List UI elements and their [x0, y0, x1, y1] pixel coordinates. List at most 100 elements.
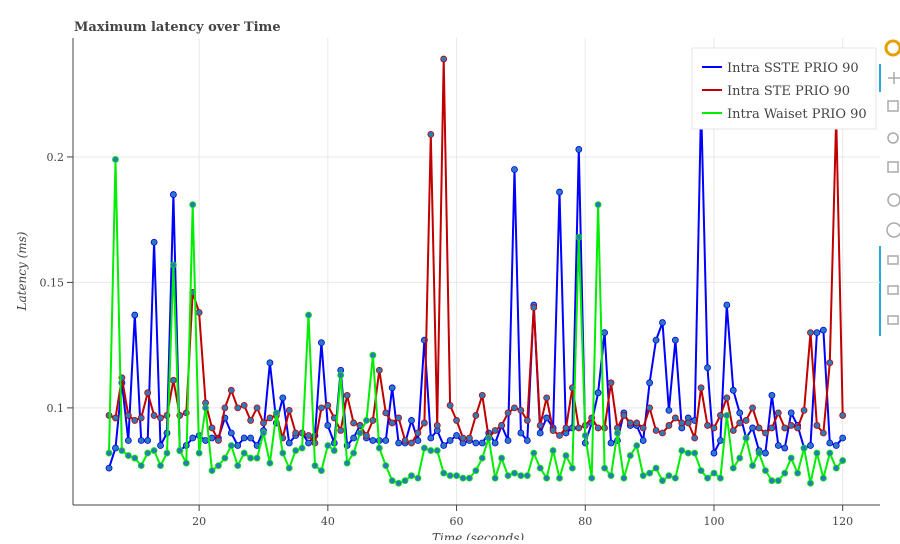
point	[581, 432, 589, 439]
point	[633, 419, 641, 427]
point	[717, 437, 724, 444]
point	[787, 409, 795, 417]
point	[665, 472, 673, 480]
help-tool[interactable]	[886, 222, 900, 238]
tool-active	[879, 246, 881, 336]
point	[440, 469, 448, 477]
point	[169, 376, 177, 384]
point	[517, 472, 525, 480]
hover-tool[interactable]	[887, 255, 899, 265]
point	[652, 427, 660, 434]
point	[710, 424, 718, 432]
point	[305, 439, 312, 447]
point	[839, 412, 847, 419]
point	[819, 429, 827, 437]
point	[723, 301, 731, 309]
point	[575, 233, 583, 241]
point	[729, 386, 737, 394]
point	[420, 444, 428, 452]
x-tick-label: 20	[192, 515, 206, 528]
point	[227, 386, 235, 394]
tool-active	[879, 64, 881, 92]
y-tick-label: 0.15	[40, 276, 65, 289]
point	[794, 469, 802, 477]
point	[601, 329, 608, 337]
point	[382, 409, 390, 417]
zoom-tool[interactable]	[887, 100, 899, 112]
point	[543, 414, 551, 422]
point	[305, 311, 312, 319]
point	[504, 409, 512, 417]
point	[556, 474, 563, 482]
point	[382, 462, 390, 470]
point	[652, 464, 660, 472]
point	[195, 309, 203, 316]
point	[208, 467, 216, 475]
point	[826, 439, 834, 447]
point	[350, 419, 357, 427]
reset-tool[interactable]	[887, 193, 900, 207]
point	[491, 427, 499, 434]
save-tool[interactable]	[887, 161, 899, 173]
point	[511, 404, 518, 412]
toolbar	[879, 39, 900, 336]
point	[671, 414, 679, 422]
point	[466, 434, 473, 442]
point	[318, 404, 325, 412]
point	[446, 472, 454, 480]
point	[504, 437, 512, 444]
point	[105, 449, 113, 457]
hover-tool[interactable]	[887, 315, 899, 325]
point	[832, 464, 840, 472]
point	[826, 359, 834, 367]
point	[202, 437, 209, 444]
point	[588, 474, 596, 482]
point	[549, 447, 557, 454]
point	[182, 459, 190, 467]
point	[285, 439, 293, 447]
point	[440, 442, 448, 449]
point	[466, 474, 473, 482]
point	[112, 444, 119, 452]
point	[491, 439, 499, 447]
point	[137, 414, 145, 422]
point	[807, 479, 814, 487]
point	[221, 404, 229, 412]
point	[446, 437, 454, 444]
point	[234, 462, 242, 470]
point	[626, 419, 634, 427]
point	[343, 459, 351, 467]
pan-tool[interactable]	[888, 72, 900, 84]
point	[253, 454, 261, 462]
point	[678, 419, 686, 427]
legend-label: Intra Waiset PRIO 90	[727, 107, 867, 122]
point	[131, 311, 139, 319]
point	[124, 437, 132, 444]
point	[305, 432, 312, 439]
point	[723, 394, 731, 402]
point	[755, 449, 763, 457]
point	[659, 429, 666, 437]
point	[800, 406, 808, 414]
bokeh-logo[interactable]	[884, 39, 900, 57]
point	[491, 474, 499, 482]
point	[453, 417, 460, 424]
point	[272, 409, 280, 417]
point	[350, 434, 357, 442]
point	[800, 444, 808, 452]
point	[124, 412, 132, 419]
wheel-zoom-tool[interactable]	[887, 132, 899, 144]
point	[369, 437, 377, 444]
point	[562, 424, 570, 432]
chart-title: Maximum latency over Time	[74, 20, 281, 35]
point	[240, 434, 248, 442]
y-tick-label: 0.1	[47, 402, 65, 415]
point	[285, 464, 293, 472]
hover-tool[interactable]	[887, 285, 899, 295]
point	[408, 439, 415, 447]
point	[324, 422, 332, 429]
point	[144, 437, 152, 444]
point	[652, 336, 660, 344]
point	[568, 464, 576, 472]
